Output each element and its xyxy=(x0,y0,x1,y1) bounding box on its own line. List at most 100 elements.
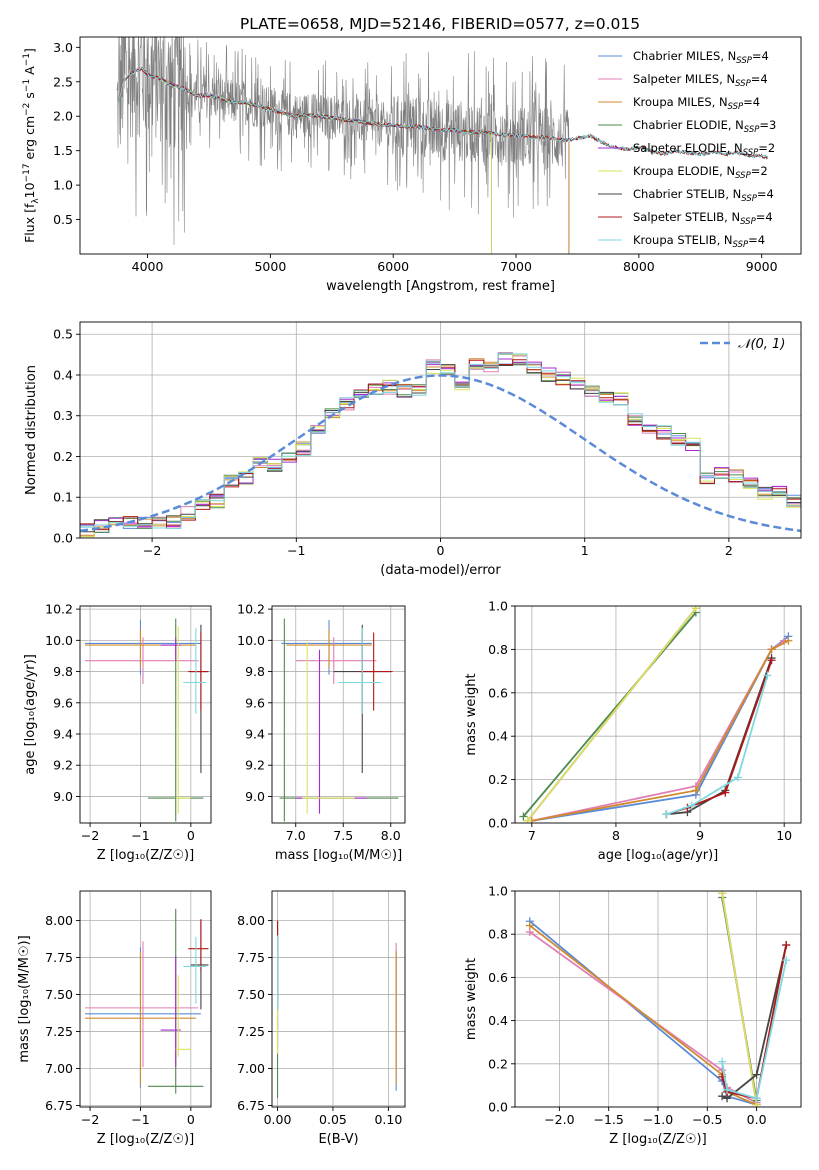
weight-marker-kroupa-stelib xyxy=(687,801,696,810)
y-tick-label: 0.6 xyxy=(488,970,508,985)
y-tick-label: 9.6 xyxy=(53,695,73,710)
legend-label-text: Chabrier STELIB, N xyxy=(633,187,741,201)
weight-line-chabrier-elodie xyxy=(522,611,697,818)
weight-marker-kroupa-stelib xyxy=(723,1085,732,1094)
y-tick-label: 0.2 xyxy=(53,449,73,464)
y-tick-label: 7.25 xyxy=(45,1024,73,1039)
x-tick-label: −1 xyxy=(131,828,149,843)
x-axis-label: Z [log₁₀(Z/Z☉)] xyxy=(97,848,194,863)
plot-area xyxy=(515,606,801,823)
y-tick-label: 1.0 xyxy=(53,178,73,193)
legend-label-sub: SSP xyxy=(744,125,760,135)
weight-marker-kroupa-miles xyxy=(784,636,793,645)
x-tick-label: 0.00 xyxy=(264,1112,292,1127)
y-tick-label: 1.5 xyxy=(53,143,73,158)
plot-area xyxy=(80,891,211,1107)
y-axis-label: mass weight xyxy=(464,958,479,1040)
spectrum-panel: 4000 5000 6000 7000 8000 9000 0.5 1.0 1.5 2.0 2.5 3… xyxy=(22,36,802,294)
x-axis-label: wavelength [Angstrom, rest frame] xyxy=(326,279,555,294)
axes-decoration: 4000 5000 6000 7000 8000 9000 0.5 1.0 1.5 2.0 2.5 3… xyxy=(22,36,802,294)
legend-label-salpeter-miles: Salpeter MILES, NSSP=4 xyxy=(633,72,768,89)
weight-vs-age-panel: 7 8 9 10 0.0 0.2 0.4 0.6 0.8 1.0 age [log₁₀(age/yr… xyxy=(464,599,802,863)
y-tick-label: 10.0 xyxy=(45,633,73,648)
y-tick-label: 7.25 xyxy=(237,1024,265,1039)
axes-decoration: −2 −1 0 6.75 7.00 7.25 7.50 7.75 8.00 Z [log₁₀(Z/… xyxy=(17,890,212,1147)
y-axis-label-part: −2 xyxy=(22,103,32,116)
axes-decoration: −2 −1 0 1 2 0.0 0.1 0.2 0.3 0.4 0.5 (data-model)/er… xyxy=(24,321,802,578)
histogram-step-kroupa-stelib xyxy=(80,352,801,529)
legend-label-tail: =4 xyxy=(757,187,774,201)
y-tick-label: 10.2 xyxy=(237,602,265,617)
x-axis-label: Z [log₁₀(Z/Z☉)] xyxy=(609,1132,706,1147)
weight-vs-metallicity-panel: −2.0 −1.5 −1.0 −0.5 0.0 0.0 0.2 0.4 0.6 0.8 1.0 Z [… xyxy=(464,884,802,1147)
y-tick-label: 9.0 xyxy=(245,789,265,804)
x-tick-label: 0.0 xyxy=(747,1112,767,1127)
y-axis-label-part: −1 xyxy=(22,79,32,92)
y-tick-label: 0.8 xyxy=(488,642,508,657)
legend-label-text: Kroupa STELIB, N xyxy=(633,233,733,247)
legend-label-sub: SSP xyxy=(741,194,757,204)
axes-frame xyxy=(271,890,406,1108)
age-vs-metallicity-panel: −2 −1 0 9.0 9.2 9.4 9.6 9.8 10.0 10.2 Z [log₁₀(Z/Z… xyxy=(23,602,212,863)
x-tick-label: 0 xyxy=(187,828,195,843)
legend-label-gaussian: 𝒩(0, 1) xyxy=(738,337,785,352)
x-tick-label: 10 xyxy=(776,828,792,843)
weight-marker-salpeter-stelib xyxy=(721,788,730,797)
y-tick-label: 7.75 xyxy=(237,950,265,965)
weight-marker-kroupa-miles xyxy=(767,645,776,654)
y-axis-label-part: 10 xyxy=(22,182,37,198)
y-tick-label: 9.4 xyxy=(53,727,73,742)
weight-marker-chabrier-elodie xyxy=(519,812,528,821)
y-tick-label: 10.2 xyxy=(45,602,73,617)
weight-marker-kroupa-miles xyxy=(691,786,700,795)
axes-decoration: 0.00 0.05 0.10 6.75 7.00 7.25 7.50 7.75 8.00 E(B-… xyxy=(237,890,406,1147)
y-tick-label: 0.1 xyxy=(53,490,73,505)
residual-histogram-panel: −2 −1 0 1 2 0.0 0.1 0.2 0.3 0.4 0.5 (data-model)/er… xyxy=(24,321,802,578)
axes-frame xyxy=(514,605,802,824)
gaussian-curve xyxy=(80,374,801,533)
x-axis-label: age [log₁₀(age/yr)] xyxy=(598,848,719,863)
y-axis-label: mass [log₁₀(M/M☉)] xyxy=(17,935,32,1062)
weight-marker-kroupa-stelib xyxy=(752,1094,761,1103)
weight-line-kroupa-stelib xyxy=(721,959,788,1100)
legend-label-tail: =4 xyxy=(756,210,773,224)
weight-marker-kroupa-miles xyxy=(525,921,534,930)
weight-marker-kroupa-elodie xyxy=(523,816,532,823)
y-tick-label: 0.0 xyxy=(488,816,508,831)
y-tick-label: 2.5 xyxy=(53,74,73,89)
legend-label-chabrier-miles: Chabrier MILES, NSSP=4 xyxy=(633,49,769,66)
x-tick-label: −0.5 xyxy=(692,1112,722,1127)
y-tick-label: 0.0 xyxy=(488,1100,508,1115)
legend-label-sub: SSP xyxy=(740,217,756,227)
y-tick-label: 6.75 xyxy=(237,1098,265,1113)
legend-label-kroupa-stelib: Kroupa STELIB, NSSP=4 xyxy=(633,233,765,250)
y-tick-label: 8.00 xyxy=(45,913,73,928)
weight-line-kroupa-elodie xyxy=(526,607,697,822)
y-axis-label: age [log₁₀(age/yr)] xyxy=(23,654,38,775)
x-axis-label: E(B-V) xyxy=(318,1132,358,1147)
x-axis-label: (data-model)/error xyxy=(380,563,501,578)
legend-label-chabrier-elodie: Chabrier ELODIE, NSSP=3 xyxy=(633,118,776,135)
weight-line-salpeter-miles xyxy=(531,639,785,822)
legend-label-sub: SSP xyxy=(735,79,751,89)
weight-marker-salpeter-stelib xyxy=(782,941,791,949)
y-tick-label: 7.50 xyxy=(45,987,73,1002)
legend-label-salpeter-elodie: Salpeter ELODIE, NSSP=2 xyxy=(633,141,775,158)
plot-area xyxy=(80,322,801,538)
y-tick-label: 1.0 xyxy=(488,599,508,614)
mass-vs-metallicity-panel: −2 −1 0 6.75 7.00 7.25 7.50 7.75 8.00 Z [log₁₀(Z/… xyxy=(17,890,212,1147)
y-tick-label: 2.0 xyxy=(53,109,73,124)
x-tick-label: 8.0 xyxy=(381,828,401,843)
x-tick-label: 5000 xyxy=(254,259,286,274)
x-tick-label: −2 xyxy=(81,1112,99,1127)
plot-area xyxy=(116,37,769,254)
x-tick-label: 7.0 xyxy=(286,828,306,843)
y-tick-label: 0.6 xyxy=(488,685,508,700)
y-axis-label: Flux [fλ10−17 erg cm−2 s−1 A−1] xyxy=(22,48,41,243)
x-tick-label: 0.10 xyxy=(374,1112,402,1127)
axes-decoration: −2.0 −1.5 −1.0 −0.5 0.0 0.0 0.2 0.4 0.6 0.8 1.0 Z [… xyxy=(464,884,802,1147)
model-line-kroupa-stelib xyxy=(117,67,769,158)
weight-line-kroupa-miles xyxy=(531,639,789,822)
